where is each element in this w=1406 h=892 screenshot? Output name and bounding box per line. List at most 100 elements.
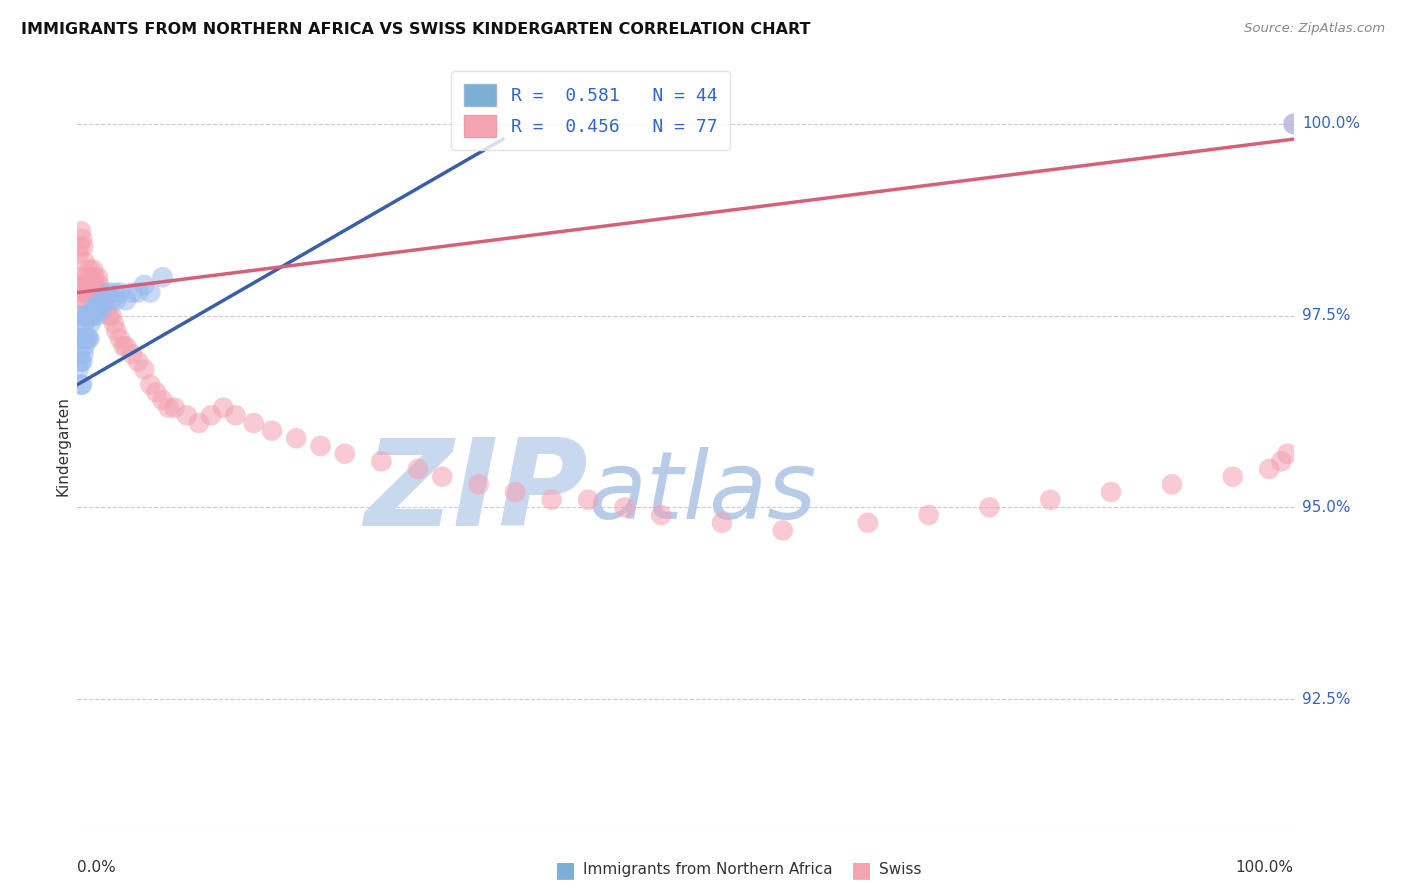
Y-axis label: Kindergarten: Kindergarten — [55, 396, 70, 496]
Point — [70, 377, 93, 392]
Point — [108, 285, 131, 300]
Point — [127, 285, 149, 300]
Point — [115, 339, 138, 353]
Point — [200, 409, 222, 423]
Point — [650, 508, 672, 522]
Point — [82, 301, 104, 315]
Point — [76, 332, 98, 346]
Point — [103, 316, 125, 330]
Point — [77, 285, 100, 300]
Point — [73, 293, 96, 308]
Point — [1161, 477, 1184, 491]
Point — [86, 309, 108, 323]
Text: Immigrants from Northern Africa: Immigrants from Northern Africa — [583, 863, 834, 877]
Point — [77, 332, 100, 346]
Point — [918, 508, 941, 522]
Point — [97, 309, 120, 323]
Point — [67, 332, 90, 346]
Point — [97, 285, 120, 300]
Point — [70, 270, 93, 285]
Point — [80, 309, 103, 323]
Point — [134, 362, 156, 376]
Point — [152, 270, 174, 285]
Point — [90, 285, 112, 300]
Point — [115, 293, 138, 308]
Point — [613, 500, 636, 515]
Point — [1277, 447, 1299, 461]
Point — [83, 309, 105, 323]
Point — [75, 270, 97, 285]
Point — [127, 354, 149, 368]
Text: 92.5%: 92.5% — [1302, 691, 1350, 706]
Legend: R =  0.581   N = 44, R =  0.456   N = 77: R = 0.581 N = 44, R = 0.456 N = 77 — [451, 71, 730, 150]
Point — [80, 316, 103, 330]
Point — [96, 301, 118, 315]
Point — [87, 270, 110, 285]
Point — [70, 232, 93, 246]
Point — [70, 332, 93, 346]
Point — [176, 409, 198, 423]
Point — [503, 485, 526, 500]
Point — [406, 462, 429, 476]
Point — [79, 262, 101, 277]
Point — [70, 354, 93, 368]
Point — [76, 309, 98, 323]
Point — [87, 301, 110, 315]
Point — [710, 516, 733, 530]
Point — [103, 285, 125, 300]
Point — [212, 401, 235, 415]
Point — [979, 500, 1001, 515]
Point — [188, 416, 211, 430]
Point — [75, 309, 97, 323]
Text: ■: ■ — [555, 860, 576, 880]
Point — [70, 277, 93, 292]
Point — [1282, 117, 1305, 131]
Point — [77, 309, 100, 323]
Point — [84, 277, 107, 292]
Point — [467, 477, 489, 491]
Point — [72, 239, 94, 253]
Point — [76, 277, 98, 292]
Text: 100.0%: 100.0% — [1302, 116, 1360, 131]
Point — [73, 316, 96, 330]
Point — [430, 469, 453, 483]
Point — [112, 339, 135, 353]
Point — [67, 362, 90, 376]
Point — [145, 385, 167, 400]
Point — [134, 277, 156, 292]
Point — [1222, 469, 1244, 483]
Point — [285, 431, 308, 445]
Point — [80, 277, 103, 292]
Point — [1258, 462, 1281, 476]
Point — [309, 439, 332, 453]
Point — [121, 285, 143, 300]
Point — [105, 324, 128, 338]
Point — [121, 347, 143, 361]
Text: 0.0%: 0.0% — [77, 860, 117, 875]
Point — [139, 285, 162, 300]
Point — [1270, 454, 1292, 468]
Point — [242, 416, 264, 430]
Text: ZIP: ZIP — [364, 434, 588, 550]
Point — [72, 347, 94, 361]
Text: 95.0%: 95.0% — [1302, 500, 1350, 515]
Text: ■: ■ — [851, 860, 872, 880]
Point — [856, 516, 879, 530]
Point — [100, 293, 122, 308]
Point — [70, 309, 93, 323]
Point — [69, 285, 91, 300]
Point — [75, 332, 97, 346]
Point — [70, 332, 93, 346]
Point — [72, 316, 94, 330]
Point — [84, 301, 107, 315]
Point — [260, 424, 283, 438]
Point — [67, 247, 90, 261]
Text: Source: ZipAtlas.com: Source: ZipAtlas.com — [1244, 22, 1385, 36]
Text: IMMIGRANTS FROM NORTHERN AFRICA VS SWISS KINDERGARTEN CORRELATION CHART: IMMIGRANTS FROM NORTHERN AFRICA VS SWISS… — [21, 22, 811, 37]
Point — [69, 309, 91, 323]
Point — [82, 262, 104, 277]
Point — [108, 332, 131, 346]
Point — [67, 293, 90, 308]
Point — [80, 270, 103, 285]
Point — [152, 392, 174, 407]
